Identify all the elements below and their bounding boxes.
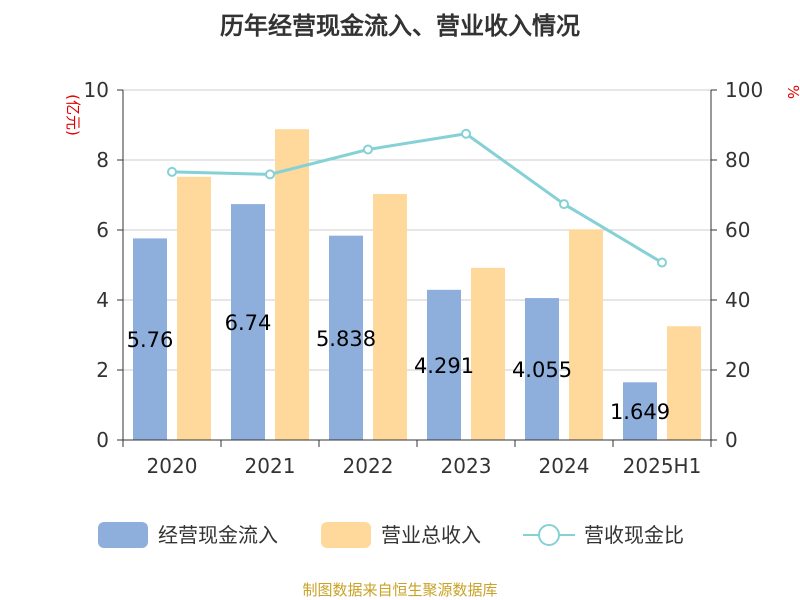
legend-label-ratio: 营收现金比 xyxy=(584,523,684,547)
legend-label-cash-inflow: 经营现金流入 xyxy=(158,523,278,547)
right-axis-tick-label: 40 xyxy=(725,288,750,312)
left-axis-unit: (亿元) xyxy=(64,94,82,136)
x-axis-tick-label: 2021 xyxy=(245,454,296,478)
bar-cash-inflow xyxy=(525,298,559,440)
bar-total-revenue xyxy=(275,129,309,440)
left-axis-tick-label: 8 xyxy=(96,148,109,172)
legend-label-total-revenue: 营业总收入 xyxy=(381,523,481,547)
left-axis-tick-label: 0 xyxy=(96,428,109,452)
left-axis-tick-label: 6 xyxy=(96,218,109,242)
bar-total-revenue xyxy=(667,326,701,440)
bar-data-label: 5.838 xyxy=(316,327,376,351)
right-axis-tick-label: 60 xyxy=(725,218,750,242)
bar-data-label: 4.055 xyxy=(512,358,572,382)
bar-labels: 5.76 6.74 5.838 4.291 4.055 1.649 xyxy=(127,311,670,424)
bar-total-revenue xyxy=(177,176,211,441)
bar-total-revenue xyxy=(569,229,603,440)
bar-total-revenue xyxy=(471,267,505,440)
axes: 0246810020406080100(亿元)%2020202120222023… xyxy=(64,78,800,478)
legend-swatch-total-revenue xyxy=(321,522,371,548)
grid xyxy=(123,89,711,371)
right-axis-tick-label: 20 xyxy=(725,358,750,382)
source-note: 制图数据来自恒生聚源数据库 xyxy=(302,581,497,599)
right-axis-tick-label: 100 xyxy=(725,78,763,102)
bar-cash-inflow xyxy=(231,204,265,440)
ratio-point xyxy=(461,128,471,139)
bar-data-label: 6.74 xyxy=(225,311,272,335)
bar-cash-inflow xyxy=(329,235,363,440)
legend-swatch-cash-inflow xyxy=(98,522,148,548)
bar-data-label: 5.76 xyxy=(127,328,174,352)
ratio-line xyxy=(167,128,667,268)
ratio-point xyxy=(657,257,667,268)
x-axis-tick-label: 2022 xyxy=(343,454,394,478)
x-axis-tick-label: 2020 xyxy=(147,454,198,478)
left-axis-tick-label: 2 xyxy=(96,358,109,382)
chart-title: 历年经营现金流入、营业收入情况 xyxy=(220,12,580,40)
legend: 经营现金流入 营业总收入 营收现金比 xyxy=(98,522,684,548)
bars xyxy=(133,129,701,441)
left-axis-tick-label: 4 xyxy=(96,288,109,312)
ratio-point xyxy=(363,144,373,155)
legend-swatch-ratio-marker xyxy=(538,524,560,546)
bar-data-label: 1.649 xyxy=(610,400,670,424)
bar-cash-inflow xyxy=(133,238,167,440)
x-axis-tick-label: 2025H1 xyxy=(623,454,702,478)
bar-cash-inflow xyxy=(623,382,657,440)
ratio-line-path xyxy=(171,132,663,264)
bar-total-revenue xyxy=(373,193,407,440)
bar-cash-inflow xyxy=(427,289,461,440)
right-axis-tick-label: 80 xyxy=(725,148,750,172)
x-axis-tick-label: 2023 xyxy=(441,454,492,478)
ratio-point xyxy=(167,166,177,177)
right-axis-unit: % xyxy=(784,85,800,99)
x-axis-tick-label: 2024 xyxy=(539,454,590,478)
ratio-point xyxy=(559,199,569,210)
right-axis-tick-label: 0 xyxy=(725,428,738,452)
ratio-point xyxy=(265,169,275,180)
bar-data-label: 4.291 xyxy=(414,354,474,378)
left-axis-tick-label: 10 xyxy=(84,78,109,102)
